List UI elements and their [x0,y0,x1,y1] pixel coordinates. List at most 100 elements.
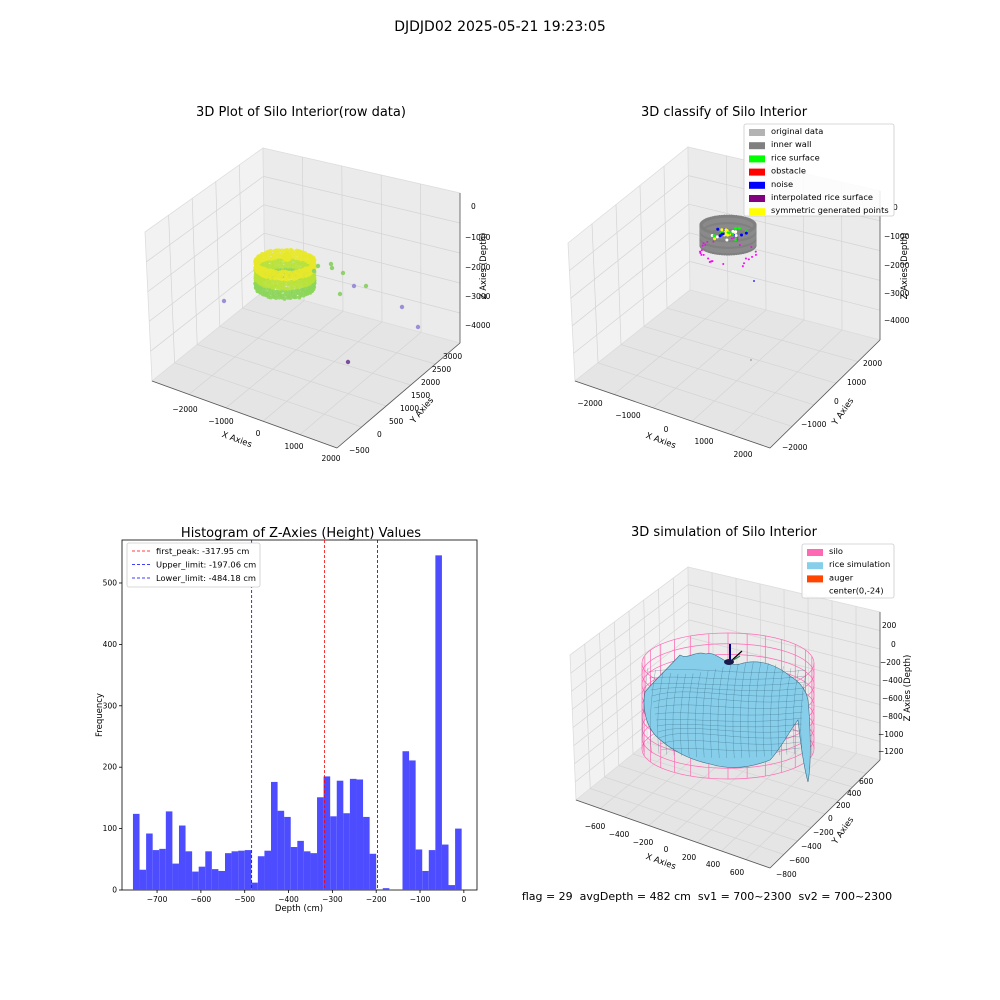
panel-classify-title: 3D classify of Silo Interior [641,105,808,120]
simulation-y-tick: −800 [776,870,797,879]
surface-mesh-line [762,663,769,757]
histogram-bar [310,853,318,890]
legend-label: Lower_limit: -484.18 cm [156,573,256,583]
noise-point [750,359,752,361]
histogram-bar [238,850,245,890]
surface-mesh-line [653,704,804,709]
simulation-z-tick: −800 [882,712,903,721]
x-tick-label: −100 [410,895,431,904]
inner-wall-point [722,239,726,243]
inner-wall-point [725,216,729,221]
legend-swatch [807,562,823,570]
raw-z-tick: 0 [471,202,476,211]
gridline [174,362,362,428]
histogram-bar [192,871,199,890]
inner-wall-point [734,243,738,247]
simulation-x-axis [575,799,771,869]
inner-wall-point [720,214,724,219]
histogram-bar [224,853,232,890]
simulation-x-tick: −600 [585,822,606,831]
surface-mesh-line [656,723,802,727]
gridline [613,299,729,395]
gridline [146,176,264,263]
inner-wall-point [722,236,726,241]
y-tick-label: 400 [103,640,118,649]
gridline [663,166,668,309]
histogram-bar [455,828,462,890]
scatter-point [294,288,299,293]
classify-y-axis [769,339,881,449]
inner-wall-point [722,250,726,254]
simulation-z-tick: −400 [882,676,903,685]
inner-wall-point [725,250,729,254]
inner-wall-point [727,216,731,221]
histogram-x-axis-label: Depth (cm) [275,904,323,914]
classify-y-tick: −1000 [801,420,827,429]
inner-wall-point [727,239,731,243]
simulation-z-tick: −600 [882,694,903,703]
scatter-point [293,255,298,261]
surface-mesh-line [654,711,803,716]
legend-swatch [749,195,765,202]
interpolated-point [712,240,715,243]
inner-wall-point [734,247,738,251]
scatter-point [299,278,304,283]
inner-wall-point [722,214,726,218]
histogram-bar [356,779,364,890]
histogram-bar [428,850,436,890]
inner-wall-point [718,223,722,228]
legend-label: interpolated rice surface [771,192,873,202]
scatter-point [279,248,284,253]
classified-point [724,228,728,232]
gridline [689,261,881,311]
surface-mesh-line [672,673,679,756]
classified-point [744,231,748,235]
scatter-point [290,249,295,254]
interpolated-point [732,236,735,239]
inner-wall-point [722,245,726,249]
classify-z-tick: 0 [893,203,898,212]
inner-wall-point [732,243,736,247]
surface-mesh-line [651,691,805,697]
simulation-z-tick: 200 [882,621,897,630]
inner-wall-point [727,214,731,218]
gridline [380,174,383,322]
gridline [150,261,265,352]
legend-label: auger [829,572,854,582]
histogram-bar [244,850,252,890]
scatter-point [302,251,308,256]
scatter-point [274,289,280,294]
classify-x-axis [574,380,771,449]
inner-wall-point [727,223,731,227]
interpolated-point [707,257,710,260]
inner-wall-point [730,225,734,229]
inner-wall-point [732,247,736,251]
gridline [219,326,411,386]
surface-mesh-line [648,675,806,680]
simulation-legend-items: silo rice simulation auger center(0,-24) [807,546,890,596]
surface-mesh-line [652,697,804,703]
histogram-bar [185,851,193,890]
classify-y-tick: −2000 [782,443,808,452]
surface-mesh-line [650,669,656,753]
gridline [666,307,859,362]
scatter-point [286,282,291,287]
inner-wall-point [732,223,736,227]
classify-z-ticks: 0 −1000 −2000 −3000 −4000 [884,203,910,325]
inner-wall-point [727,252,731,256]
scatter-point [289,279,294,284]
histogram-bar [441,844,449,890]
classify-x-axis-label: X Axies [644,431,677,451]
scatter-point [283,273,288,279]
gridline [188,300,305,395]
raw-y-tick: 2000 [421,378,440,387]
inner-wall-point [725,223,729,227]
gridline [745,753,857,860]
raw-gridlines [146,156,461,435]
histogram-reference-lines [251,540,378,890]
interpolated-point [738,244,741,247]
interpolated-point [722,263,725,266]
scatter-point [282,252,292,262]
scatter-point [274,255,279,260]
simulation-y-tick: 0 [828,814,833,823]
